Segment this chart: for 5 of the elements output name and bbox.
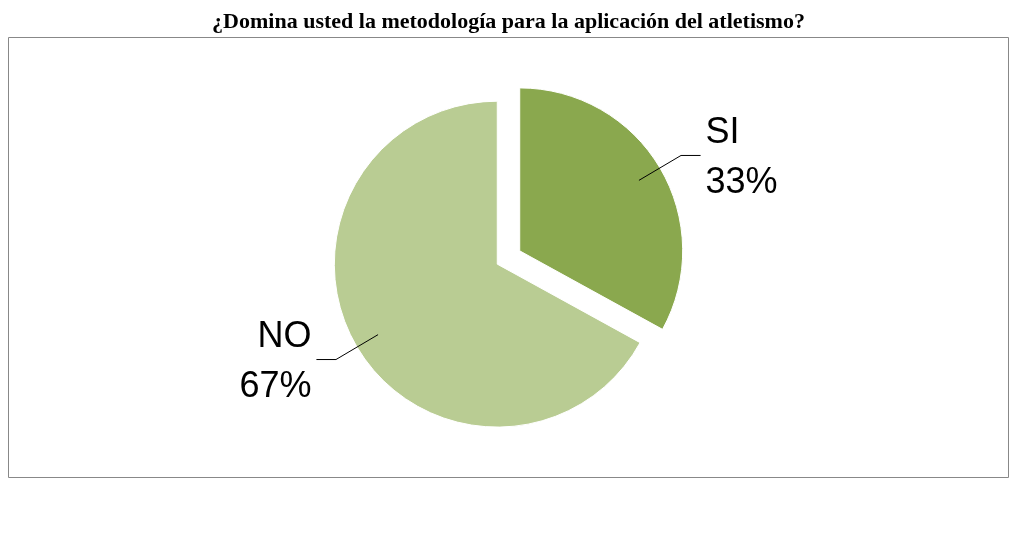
chart-title: ¿Domina usted la metodología para la aplicación del atletismo? [212, 7, 805, 33]
slice-label: NO [257, 314, 312, 356]
slice-label: SI [705, 110, 740, 152]
data-label: 33% [705, 159, 778, 201]
data-label: 67% [239, 363, 312, 405]
